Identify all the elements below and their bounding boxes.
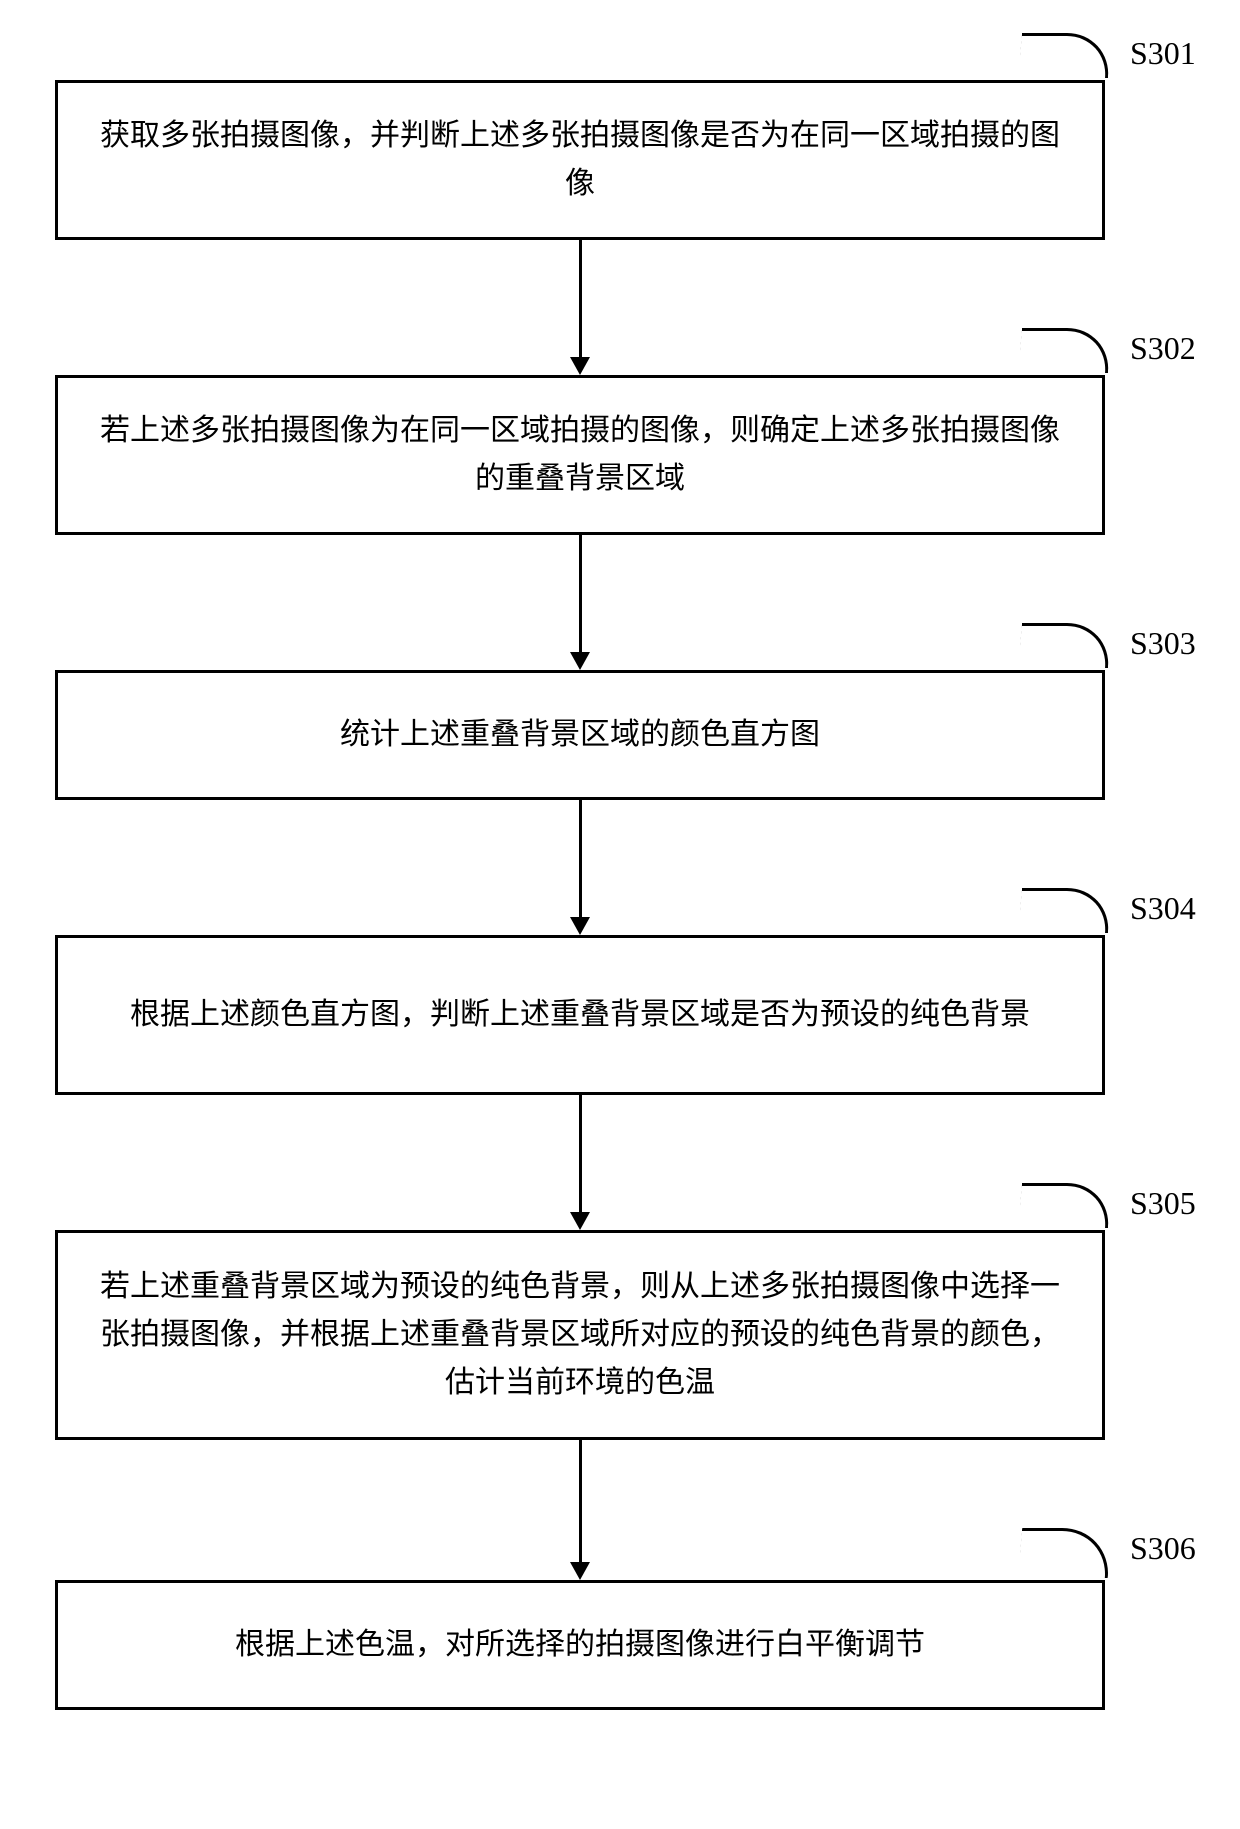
step-text-S306: 根据上述色温，对所选择的拍摄图像进行白平衡调节	[235, 1621, 925, 1669]
step-text-S304: 根据上述颜色直方图，判断上述重叠背景区域是否为预设的纯色背景	[130, 991, 1030, 1039]
arrow-line-4	[579, 1095, 582, 1212]
arrow-line-1	[579, 240, 582, 357]
arrow-head-4	[570, 1212, 590, 1230]
callout-S304	[1018, 888, 1112, 933]
step-text-S305: 若上述重叠背景区域为预设的纯色背景，则从上述多张拍摄图像中选择一张拍摄图像，并根…	[98, 1263, 1062, 1407]
callout-S306	[1018, 1528, 1112, 1578]
callout-S305	[1018, 1183, 1112, 1228]
step-text-S301: 获取多张拍摄图像，并判断上述多张拍摄图像是否为在同一区域拍摄的图像	[98, 112, 1062, 208]
step-box-S306: 根据上述色温，对所选择的拍摄图像进行白平衡调节	[55, 1580, 1105, 1710]
callout-S302	[1018, 328, 1112, 373]
step-text-S302: 若上述多张拍摄图像为在同一区域拍摄的图像，则确定上述多张拍摄图像的重叠背景区域	[98, 407, 1062, 503]
callout-S303	[1018, 623, 1112, 668]
step-box-S303: 统计上述重叠背景区域的颜色直方图	[55, 670, 1105, 800]
arrow-line-2	[579, 535, 582, 652]
flowchart-container: 获取多张拍摄图像，并判断上述多张拍摄图像是否为在同一区域拍摄的图像 S301 若…	[0, 0, 1240, 1829]
step-label-S306: S306	[1130, 1530, 1196, 1567]
step-box-S304: 根据上述颜色直方图，判断上述重叠背景区域是否为预设的纯色背景	[55, 935, 1105, 1095]
step-label-S302: S302	[1130, 330, 1196, 367]
step-label-S301: S301	[1130, 35, 1196, 72]
step-box-S305: 若上述重叠背景区域为预设的纯色背景，则从上述多张拍摄图像中选择一张拍摄图像，并根…	[55, 1230, 1105, 1440]
arrow-head-5	[570, 1562, 590, 1580]
step-box-S302: 若上述多张拍摄图像为在同一区域拍摄的图像，则确定上述多张拍摄图像的重叠背景区域	[55, 375, 1105, 535]
arrow-head-1	[570, 357, 590, 375]
step-label-S303: S303	[1130, 625, 1196, 662]
step-label-S304: S304	[1130, 890, 1196, 927]
step-text-S303: 统计上述重叠背景区域的颜色直方图	[340, 711, 820, 759]
step-label-S305: S305	[1130, 1185, 1196, 1222]
arrow-line-3	[579, 800, 582, 917]
arrow-line-5	[579, 1440, 582, 1562]
arrow-head-3	[570, 917, 590, 935]
arrow-head-2	[570, 652, 590, 670]
step-box-S301: 获取多张拍摄图像，并判断上述多张拍摄图像是否为在同一区域拍摄的图像	[55, 80, 1105, 240]
callout-S301	[1018, 33, 1112, 78]
